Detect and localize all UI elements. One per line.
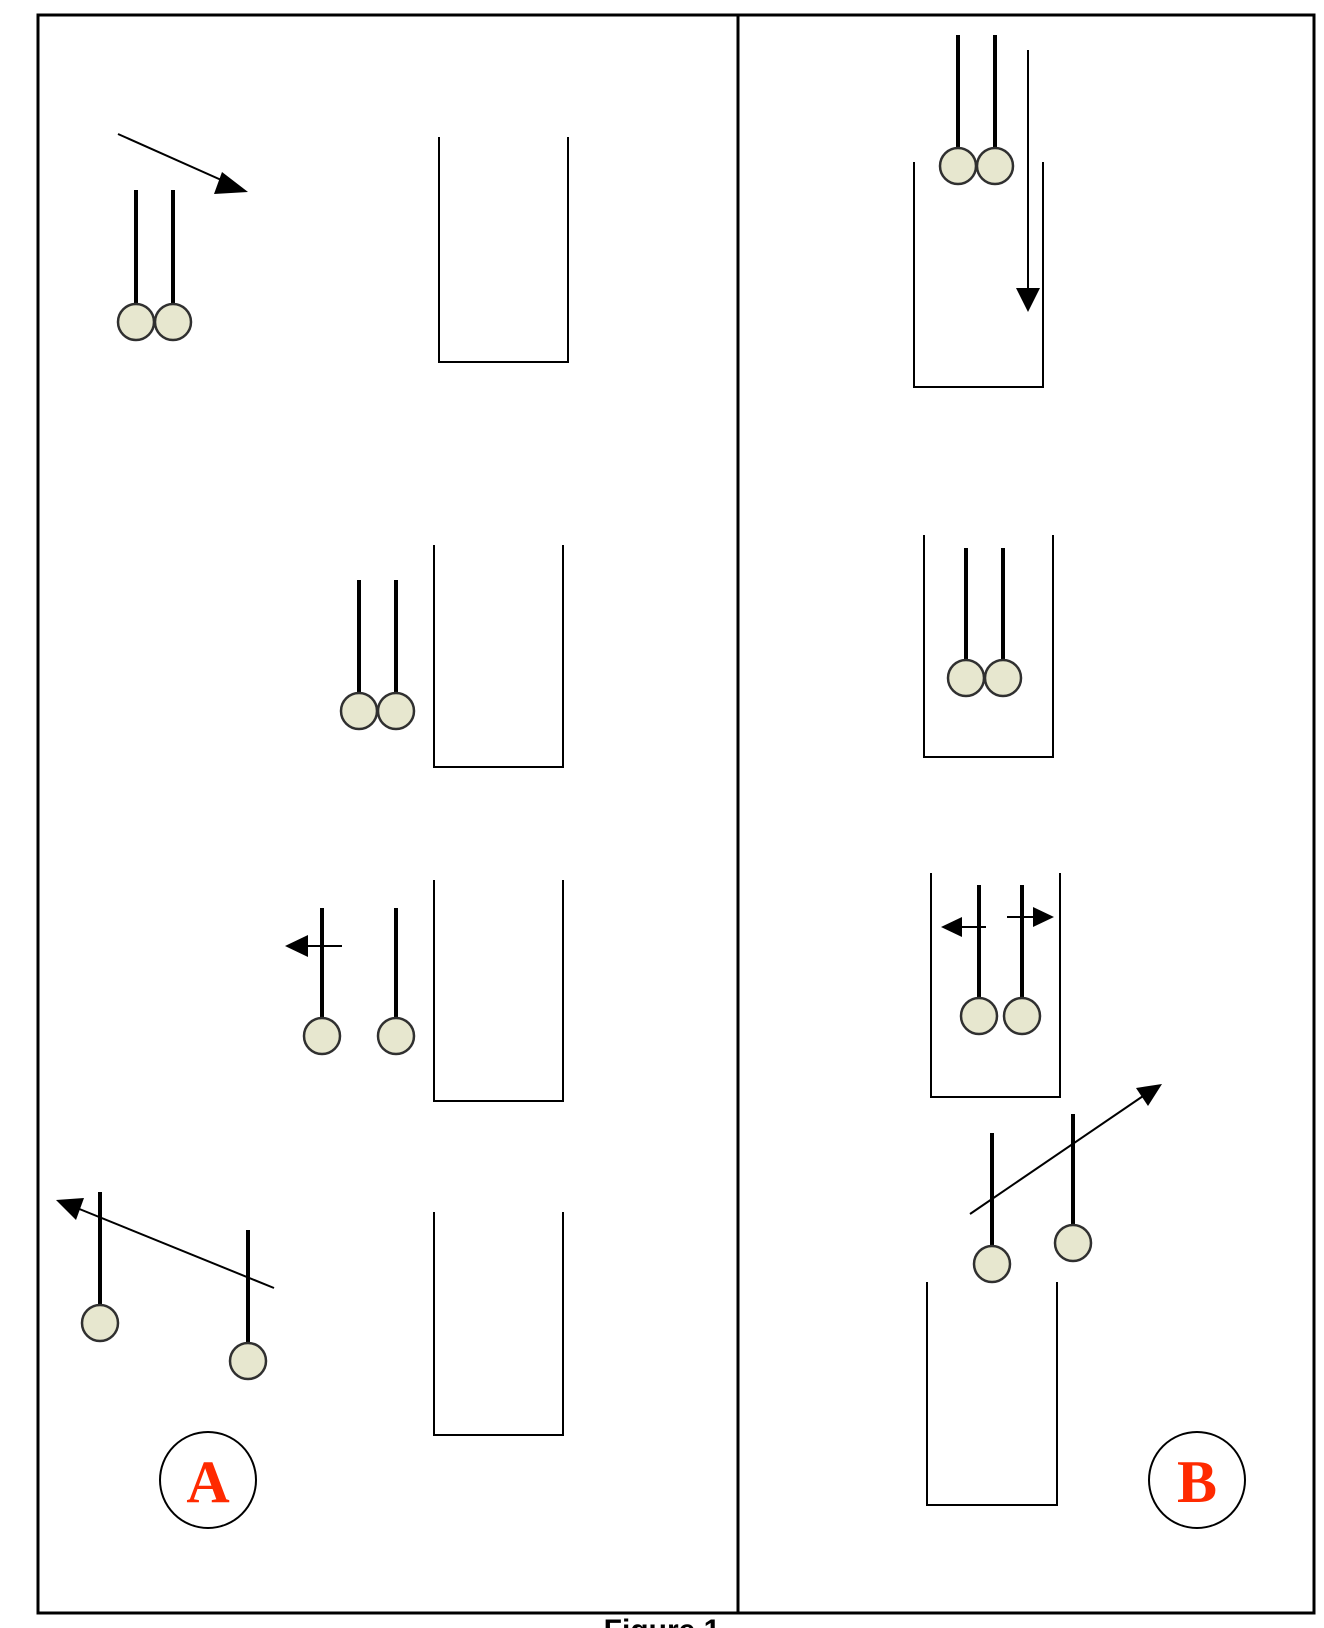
pith-ball (228, 1341, 268, 1381)
motion-arrow (117, 133, 229, 184)
pith-ball (972, 1244, 1012, 1284)
pith-ball (80, 1303, 120, 1343)
panel-label-circle (1148, 1431, 1246, 1529)
pith-ball (946, 658, 986, 698)
panel-a-stage-4 (56, 1192, 564, 1436)
figure-caption: Figure 1 (604, 1614, 721, 1628)
arrow-head (1136, 1084, 1162, 1106)
pith-ball (153, 302, 193, 342)
beaker (926, 1282, 1058, 1506)
beaker (930, 873, 1061, 1098)
panel-label-a: A (186, 1449, 229, 1515)
pith-ball (975, 146, 1015, 186)
pith-ball (1002, 996, 1042, 1036)
pith-ball (116, 302, 156, 342)
beaker (433, 1212, 564, 1436)
panel-a-stage-3 (285, 880, 564, 1102)
panel-a-stage-1 (116, 133, 569, 363)
panel-label-b: B (1177, 1449, 1217, 1515)
arrow-head (214, 172, 248, 194)
beaker (913, 162, 1044, 388)
panel-a-stage-2 (339, 545, 564, 768)
arrow-head (1033, 907, 1054, 927)
arrow-head (941, 917, 962, 937)
panel-a: A (56, 133, 569, 1529)
panel-label-circle (159, 1431, 257, 1529)
pith-ball (983, 658, 1023, 698)
arrow-head (56, 1198, 84, 1220)
panel-b-stage-1 (913, 35, 1044, 388)
pith-ball (376, 1016, 416, 1056)
figure-frame (36, 13, 1316, 1615)
arrow-head (285, 935, 308, 957)
pith-ball (376, 691, 416, 731)
pith-ball (959, 996, 999, 1036)
beaker (923, 535, 1054, 758)
panel-b-stage-2 (923, 535, 1054, 758)
pith-ball (302, 1016, 342, 1056)
panel-b-stage-4 (926, 1084, 1162, 1506)
beaker (433, 880, 564, 1102)
pith-ball (1053, 1223, 1093, 1263)
pith-ball (938, 146, 978, 186)
beaker (438, 137, 569, 363)
motion-arrow (969, 1093, 1147, 1215)
pith-ball (339, 691, 379, 731)
panel-b-stage-3 (930, 873, 1061, 1098)
panel-b: B (913, 35, 1246, 1529)
beaker (433, 545, 564, 768)
arrow-head (1016, 288, 1040, 312)
motion-arrow (71, 1205, 275, 1289)
